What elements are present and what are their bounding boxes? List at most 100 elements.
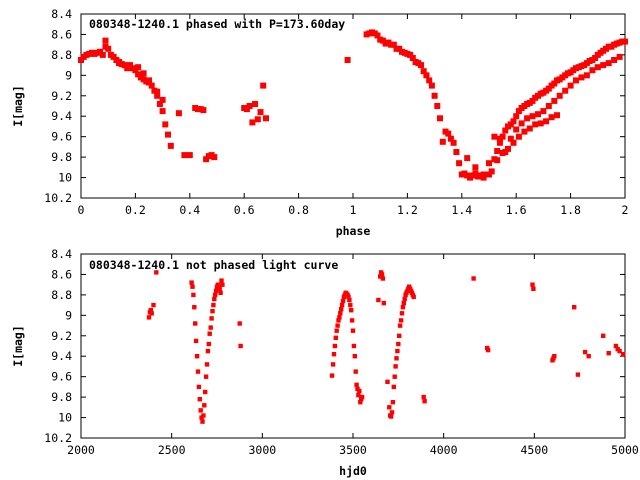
phased-data-point: [418, 62, 424, 69]
unphased-data-point: [376, 297, 381, 303]
phased-data-point: [135, 64, 142, 71]
unphased-data-point: [335, 323, 340, 328]
unphased-data-point: [422, 399, 427, 404]
phased-data-point: [515, 133, 522, 140]
phased-data-point: [616, 53, 623, 60]
unphased-data-point: [205, 348, 211, 354]
phased-y-tick-label: 9.8: [51, 150, 72, 164]
phased-data-point: [526, 125, 533, 132]
phased-data-point: [605, 60, 612, 67]
phased-data-point: [263, 115, 269, 122]
phased-data-point: [535, 111, 541, 118]
phased-data-point: [437, 115, 443, 122]
unphased-data-point: [358, 400, 363, 405]
unphased-data-point: [340, 298, 346, 304]
phased-y-tick-label: 8.6: [51, 27, 72, 41]
unphased-data-point: [390, 400, 396, 405]
unphased-data-point: [189, 280, 194, 285]
phased-data-point: [246, 103, 253, 109]
unphased-data-point: [402, 296, 407, 302]
unphased-data-point: [356, 392, 361, 398]
phased-data-point: [453, 149, 460, 155]
unphased-data-point: [218, 290, 223, 295]
phased-y-tick-label: 8.4: [51, 7, 72, 21]
phased-data-point: [578, 74, 585, 81]
unphased-data-point: [381, 300, 386, 306]
phased-data-point: [374, 32, 381, 39]
phased-data-point: [409, 55, 416, 61]
phased-data-point: [127, 62, 133, 69]
phased-data-point: [480, 174, 487, 181]
unphased-data-point: [397, 323, 403, 328]
phased-data-point: [488, 168, 495, 175]
unphased-data-point: [198, 408, 203, 413]
phased-data-point: [494, 157, 501, 164]
unphased-data-point: [398, 318, 404, 323]
unphased-y-tick-label: 10: [58, 411, 72, 425]
unphased-data-point: [196, 384, 202, 390]
unphased-data-point: [359, 394, 365, 400]
phased-data-point: [486, 160, 492, 167]
unphased-data-point: [613, 343, 619, 349]
phased-data-point: [472, 164, 479, 171]
unphased-data-point: [208, 325, 213, 330]
phased-data-point: [543, 118, 550, 125]
phased-data-point: [439, 138, 446, 145]
phased-data-point: [257, 109, 264, 116]
phased-data-point: [135, 71, 142, 78]
phased-data-point: [102, 37, 109, 44]
phased-data-point: [532, 121, 539, 128]
phased-data-point: [252, 101, 259, 107]
unphased-y-tick-label: 10.2: [44, 431, 72, 445]
unphased-x-tick-label: 4000: [430, 443, 458, 457]
phased-data-point: [594, 64, 601, 71]
phased-y-tick-label: 10: [58, 171, 72, 185]
unphased-data-point: [357, 388, 362, 394]
phased-data-point: [540, 108, 547, 115]
phased-data-point: [529, 113, 536, 120]
unphased-y-tick-label: 9.4: [51, 349, 72, 363]
phased-data-point: [548, 114, 555, 121]
phased-data-point: [159, 108, 166, 115]
unphased-data-point: [192, 305, 197, 310]
unphased-data-point: [149, 311, 154, 316]
phased-data-point: [181, 152, 188, 159]
unphased-data-point: [190, 284, 195, 289]
unphased-data-point: [348, 302, 353, 308]
phased-data-point: [507, 135, 514, 142]
unphased-data-point: [385, 379, 390, 384]
phased-data-point: [515, 108, 522, 115]
unphased-data-point: [213, 288, 219, 293]
unphased-data-point: [397, 333, 402, 338]
phased-y-tick-label: 9.4: [51, 109, 72, 123]
phased-x-tick-label: 0.6: [234, 203, 255, 217]
phased-y-tick-label: 9.2: [51, 89, 72, 103]
unphased-data-point: [336, 318, 341, 323]
unphased-x-axis-label: hjd0: [339, 464, 367, 478]
phased-data-point: [211, 154, 218, 161]
unphased-data-point: [393, 364, 398, 369]
phased-data-point: [148, 82, 155, 89]
unphased-y-tick-label: 9.2: [51, 329, 72, 343]
phased-y-tick-label: 8.8: [51, 48, 72, 62]
phased-data-point: [110, 53, 117, 60]
phased-data-point: [502, 127, 509, 134]
unphased-data-point: [391, 384, 396, 390]
unphased-data-point: [347, 297, 352, 303]
phased-data-point: [260, 82, 267, 89]
unphased-data-point: [411, 294, 416, 300]
unphased-data-point: [151, 302, 156, 308]
phased-y-tick-label: 9: [65, 68, 72, 82]
unphased-data-point: [146, 315, 152, 320]
unphased-data-point: [209, 316, 214, 321]
unphased-x-tick-label: 3000: [248, 443, 276, 457]
phased-light-curve-panel: phase I[mag] 0 0.2 0.4 0.6 0.8 1 1.2 1.4 1.6 1.8 2…: [11, 7, 628, 238]
unphased-data-point: [202, 403, 207, 408]
unphased-data-point: [148, 308, 153, 313]
unphased-data-point: [200, 419, 205, 424]
phased-data-point: [583, 72, 590, 79]
unphased-data-point: [206, 341, 211, 347]
phased-x-tick-label: 0.8: [288, 203, 309, 217]
phased-data-point: [99, 51, 106, 58]
